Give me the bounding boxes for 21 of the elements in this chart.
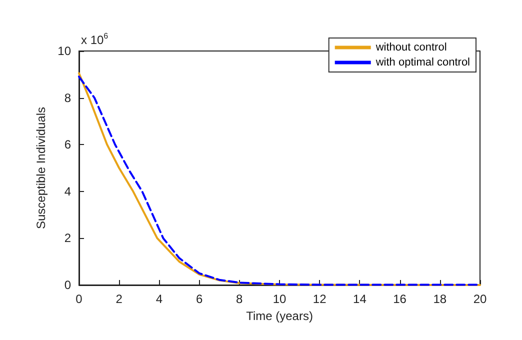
y-tick-label: 4 bbox=[64, 184, 72, 198]
y-tick-label: 0 bbox=[64, 278, 72, 292]
legend-label: without control bbox=[374, 42, 447, 54]
y-tick-label: 10 bbox=[58, 44, 72, 58]
y-tick-label: 6 bbox=[64, 138, 72, 152]
y-tick-label: 8 bbox=[64, 90, 72, 105]
x-tick-label: 8 bbox=[236, 292, 244, 306]
x-tick-label: 6 bbox=[196, 292, 203, 306]
x-tick-label: 18 bbox=[433, 292, 447, 306]
x-tick-label: 12 bbox=[312, 292, 327, 306]
legend-label: with optimal control bbox=[374, 56, 470, 68]
x-tick-label: 20 bbox=[473, 292, 487, 306]
y-tick-label: 2 bbox=[64, 231, 72, 246]
x-tick-label: 14 bbox=[353, 292, 367, 306]
x-tick-label: 2 bbox=[116, 292, 123, 306]
y-axis-title: Susceptible Individuals bbox=[34, 106, 48, 230]
x-tick-label: 16 bbox=[393, 292, 407, 306]
x-tick-label: 4 bbox=[156, 292, 163, 306]
x-axis-title: Time (years) bbox=[246, 308, 313, 323]
x-tick-label: 10 bbox=[272, 292, 286, 306]
x-tick-label: 0 bbox=[76, 292, 83, 306]
